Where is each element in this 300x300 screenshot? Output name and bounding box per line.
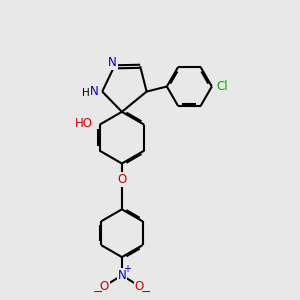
Text: O: O	[117, 173, 127, 186]
Text: Cl: Cl	[217, 80, 228, 93]
Text: O: O	[135, 280, 144, 292]
Text: N: N	[118, 269, 126, 282]
Text: N: N	[90, 85, 99, 98]
Text: H: H	[82, 88, 90, 98]
Text: HO: HO	[75, 117, 93, 130]
Text: −: −	[93, 286, 104, 299]
Text: N: N	[108, 56, 117, 69]
Text: O: O	[100, 280, 109, 292]
Text: +: +	[124, 264, 131, 274]
Text: −: −	[140, 286, 151, 299]
